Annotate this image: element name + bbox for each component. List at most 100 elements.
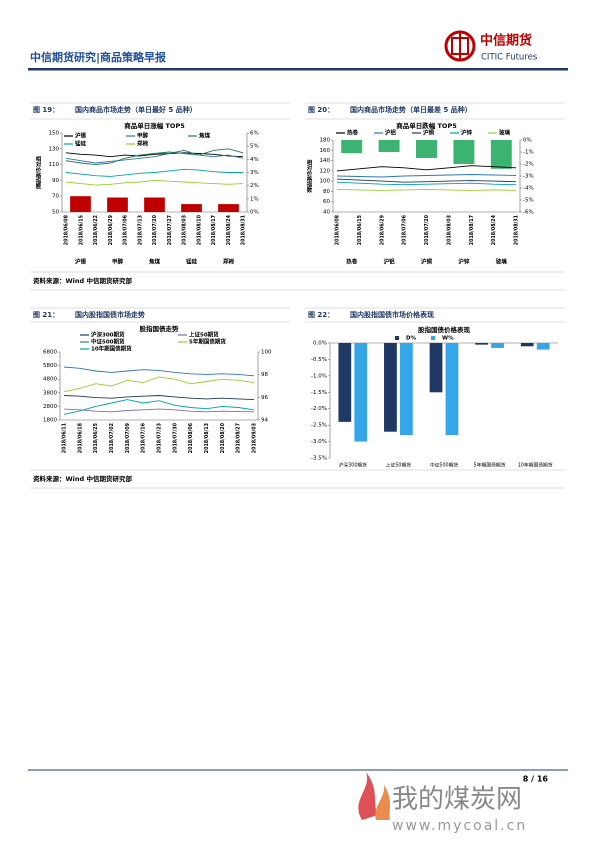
x-tick-label: 2018/07/16 — [141, 422, 147, 453]
x-tick-label: 2018/06/22 — [93, 215, 99, 245]
category-label: 热卷 — [346, 258, 358, 266]
legend-label: 郑棉 — [137, 140, 149, 148]
x-tick-label: 2018/08/03 — [446, 215, 452, 245]
y-tick-label: 110 — [49, 162, 60, 168]
y-tick-label: 80 — [323, 189, 330, 195]
x-tick-label: 2018/08/24 — [226, 214, 232, 245]
watermark-url: www.mycoal.cn — [392, 818, 527, 834]
category-label: 锰硅 — [186, 258, 198, 266]
legend-label: D% — [406, 336, 417, 342]
y-tick-label: 140 — [320, 158, 331, 164]
legend-label: 5年期国债期货 — [189, 338, 226, 346]
y-tick-label: 1800 — [43, 418, 57, 424]
x-tick-label: 2018/06/08 — [64, 214, 70, 245]
x-tick-label: 2018/08/17 — [469, 215, 475, 245]
y-tick-label: 2800 — [43, 404, 57, 410]
y2-tick-label: 0% — [250, 210, 259, 216]
y-axis-label: 相对价格指数 — [306, 158, 313, 194]
series-line — [65, 148, 244, 166]
x-tick-label: 2018/08/03 — [182, 215, 188, 245]
category-label: 焦煤 — [148, 258, 161, 266]
figure-caption: 国内股指国债市场走势 — [75, 310, 145, 319]
category-label: 上证50期货 — [386, 462, 411, 469]
bar — [338, 343, 352, 422]
x-tick-label: 2018/08/10 — [196, 214, 202, 245]
bar — [429, 343, 443, 393]
y-tick-label: 50 — [52, 210, 59, 216]
bar — [453, 140, 475, 164]
series-line — [63, 395, 255, 401]
y-tick-label: 180 — [320, 138, 331, 144]
x-tick-label: 2018/08/31 — [514, 215, 520, 245]
bar — [341, 140, 363, 154]
bar — [399, 343, 413, 435]
legend-label: 玻璃 — [499, 129, 511, 137]
series-line — [65, 168, 243, 177]
bar — [445, 343, 459, 435]
category-label: 甲醇 — [112, 258, 124, 266]
legend-label: W% — [442, 336, 454, 342]
category-label: 10年期国债期货 — [518, 462, 553, 469]
bar — [416, 140, 437, 158]
header-rule — [28, 68, 568, 71]
y2-tick-label: -3% — [523, 174, 534, 180]
y2-tick-label: 100 — [261, 350, 272, 356]
y2-tick-label: -1% — [523, 150, 534, 156]
y2-tick-label: -5% — [523, 198, 534, 204]
legend-label: 上证50期货 — [189, 331, 219, 339]
source-note: 资料来源：Wind 中信期货研究部 — [33, 276, 132, 285]
x-tick-label: 2018/07/30 — [172, 422, 178, 453]
x-tick-label: 2018/07/13 — [137, 215, 143, 245]
bar — [384, 343, 397, 432]
x-tick-label: 2018/08/17 — [211, 215, 217, 245]
category-label: 沪深300期货 — [339, 462, 368, 469]
series-line — [65, 149, 244, 164]
legend-label: 沪锡 — [75, 132, 87, 140]
category-label: 沪铜 — [421, 258, 433, 266]
category-label: 郑棉 — [223, 258, 235, 266]
header-title: 中信期货研究|商品策略早报 — [30, 50, 167, 64]
y-tick-label: 120 — [320, 168, 331, 174]
y2-tick-label: 94 — [261, 418, 268, 424]
legend-label: 沪深300期货 — [91, 331, 125, 339]
bar — [520, 343, 534, 347]
y2-tick-label: -4% — [523, 186, 534, 192]
x-tick-label: 2018/07/09 — [125, 422, 131, 453]
bar — [354, 343, 368, 442]
x-tick-label: 2018/07/20 — [152, 214, 158, 245]
y2-tick-label: 96 — [261, 395, 268, 401]
y-tick-label: -2.0% — [311, 406, 327, 412]
y-tick-label: 90 — [52, 178, 59, 184]
x-tick-label: 2018/08/06 — [188, 422, 194, 453]
y-tick-label: -2.5% — [311, 423, 327, 429]
figure-label: 图 19： — [33, 105, 59, 114]
figure-caption: 国内股指国债市场价格表现 — [350, 310, 434, 319]
legend-label: 焦煤 — [198, 132, 211, 140]
figure-label: 图 22： — [308, 310, 334, 319]
y-axis-label: 相对价格指数 — [35, 155, 42, 191]
y2-tick-label: 0% — [523, 138, 532, 144]
y2-tick-label: 4% — [250, 157, 259, 163]
x-tick-label: 2018/08/20 — [220, 422, 226, 453]
series-line — [336, 181, 517, 186]
legend-swatch — [395, 336, 399, 340]
x-tick-label: 2018/09/03 — [252, 423, 258, 453]
x-tick-label: 2018/07/06 — [402, 214, 408, 245]
chart-title: 股指国债价格表现 — [418, 325, 471, 334]
x-tick-label: 2018/06/29 — [379, 214, 385, 245]
y-tick-label: -0.5% — [311, 357, 327, 363]
legend-label: 锰硅 — [75, 140, 87, 148]
category-label: 沪锌 — [458, 258, 470, 266]
source-note: 资料来源：Wind 中信期货研究部 — [33, 474, 132, 483]
y2-tick-label: 6% — [250, 131, 259, 137]
bar — [218, 204, 239, 212]
category-label: 沪铝 — [384, 258, 396, 266]
x-tick-label: 2018/07/27 — [167, 215, 173, 245]
y-tick-label: 60 — [323, 199, 330, 205]
page-number: 8 / 16 — [523, 775, 549, 784]
x-tick-label: 2018/08/13 — [204, 423, 210, 453]
category-label: 玻璃 — [496, 258, 508, 266]
series-line — [336, 165, 517, 172]
x-tick-label: 2018/07/06 — [123, 214, 129, 245]
y-tick-label: 40 — [323, 210, 330, 216]
